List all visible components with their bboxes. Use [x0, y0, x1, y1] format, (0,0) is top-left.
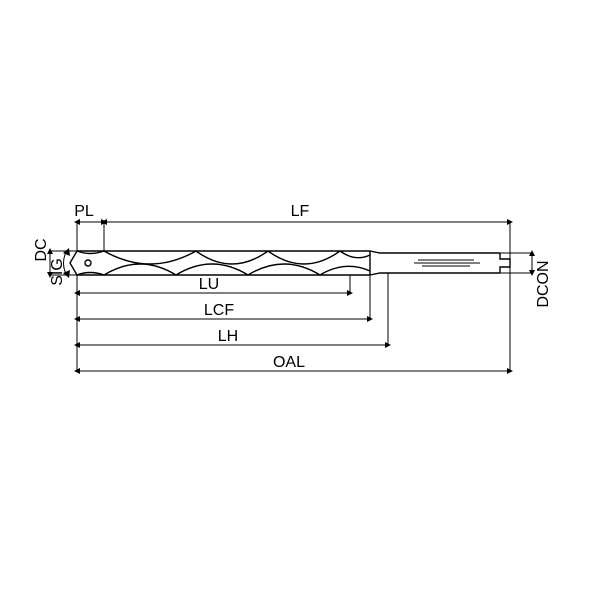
- label-sig: SIG: [49, 258, 66, 286]
- label-lu: LU: [199, 276, 219, 293]
- tool-body: [70, 251, 510, 275]
- label-pl: PL: [74, 203, 94, 220]
- label-dc: DC: [33, 238, 50, 261]
- dimension-dc: DC: [33, 238, 50, 275]
- label-lcf: LCF: [204, 302, 234, 319]
- dimension-lcf: LCF: [77, 302, 370, 319]
- label-dcon: DCON: [535, 260, 552, 307]
- dimension-lu: LU: [77, 276, 350, 293]
- dimension-lh: LH: [77, 328, 388, 345]
- dimension-dcon: DCON: [532, 253, 552, 308]
- dimension-lf: LF: [104, 203, 510, 222]
- dimension-pl: PL: [74, 203, 104, 222]
- dimension-sig: SIG: [49, 248, 70, 286]
- drill-dimension-diagram: PL LF LU LCF LH OAL DC SIG DCON: [0, 0, 600, 600]
- dimension-oal: OAL: [77, 354, 510, 371]
- extension-lines: [50, 222, 532, 371]
- label-lh: LH: [218, 328, 238, 345]
- label-lf: LF: [291, 203, 310, 220]
- label-oal: OAL: [273, 354, 305, 371]
